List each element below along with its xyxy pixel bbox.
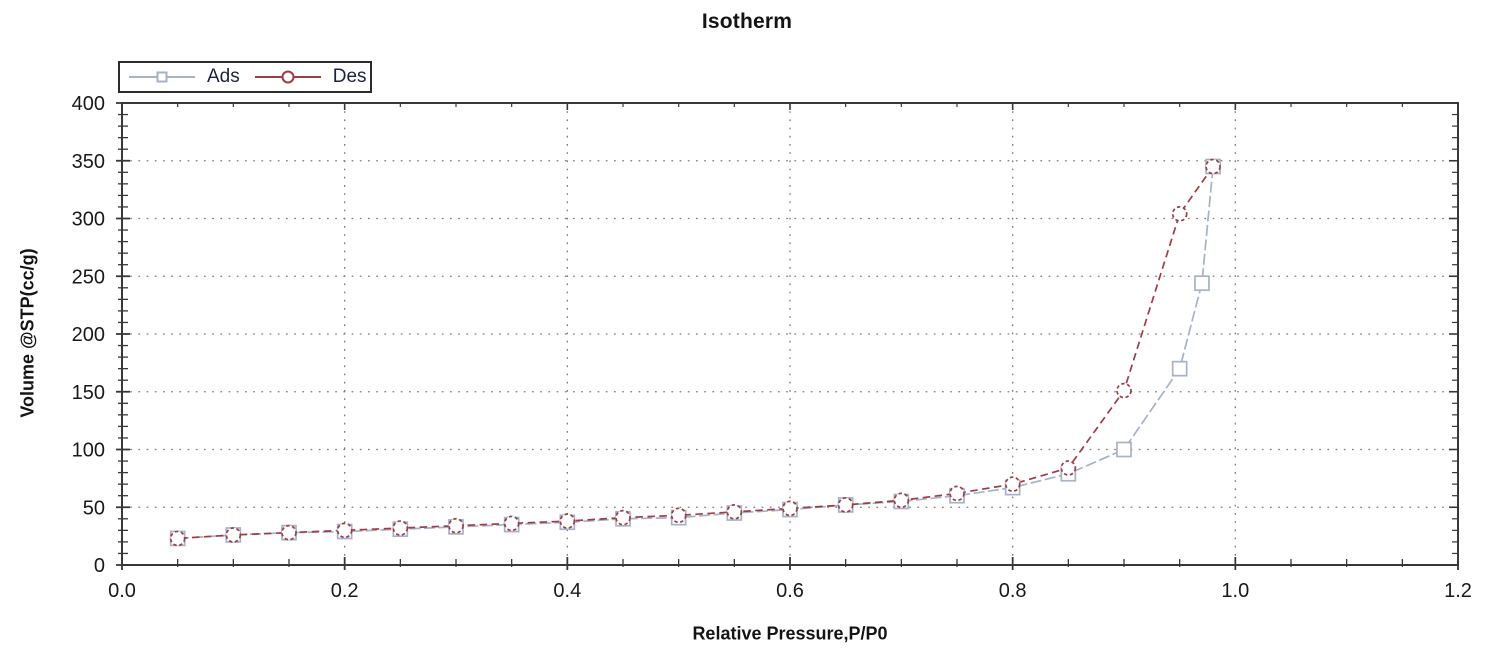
chart-title: Isotherm [701, 10, 793, 33]
ads-data-point-marker [1116, 441, 1132, 458]
des-series-line [177, 166, 1214, 540]
ads-data-point-marker [1194, 275, 1210, 292]
des-data-point-marker [336, 522, 353, 539]
x-tick-label: 0.2 [331, 580, 359, 602]
des-data-point-marker [893, 492, 910, 509]
ads-series-line [177, 166, 1214, 540]
y-tick-label: 350 [72, 151, 105, 173]
x-tick-label: 0.0 [108, 580, 136, 602]
y-tick-label: 250 [72, 266, 105, 288]
legend-label-des: Des [332, 66, 367, 87]
x-tick-label: 1.2 [1444, 580, 1472, 602]
des-data-point-marker [559, 513, 576, 529]
des-data-point-marker [1205, 158, 1221, 175]
y-tick-label: 150 [72, 382, 105, 404]
legend-entry-des: Des [246, 63, 373, 91]
x-tick-label: 0.6 [776, 580, 804, 602]
des-data-point-marker [281, 524, 297, 541]
des-data-point-marker [1171, 206, 1188, 222]
square-marker-icon [156, 71, 168, 83]
des-data-point-marker [726, 504, 743, 520]
y-axis-label: Volume @STP(cc/g) [17, 248, 38, 418]
x-tick-label: 1.0 [1221, 580, 1249, 602]
des-data-point-marker [225, 527, 242, 543]
circle-marker-icon [281, 70, 295, 84]
ads-line-sample [129, 69, 195, 85]
y-tick-label: 300 [72, 209, 105, 231]
des-data-point-marker [615, 509, 631, 526]
des-data-point-marker [949, 485, 965, 502]
x-axis-label: Relative Pressure,P/P0 [692, 623, 888, 644]
y-tick-label: 0 [94, 555, 105, 577]
des-line-sample [254, 69, 321, 85]
legend: Ads Des [118, 61, 372, 93]
des-data-point-marker [448, 517, 464, 534]
des-data-point-marker [782, 500, 798, 517]
y-tick-label: 400 [72, 93, 105, 115]
y-tick-label: 50 [83, 497, 105, 519]
des-data-point-marker [670, 507, 687, 524]
des-data-point-marker [392, 520, 409, 536]
des-data-point-marker [1060, 460, 1077, 476]
des-data-point-marker [503, 515, 520, 532]
legend-entry-ads: Ads [120, 63, 246, 91]
ads-data-point-marker [1171, 360, 1188, 377]
x-tick-label: 0.4 [553, 580, 581, 602]
des-data-point-marker [169, 530, 186, 547]
y-tick-label: 100 [72, 440, 105, 462]
x-tick-label: 0.8 [999, 580, 1027, 602]
des-data-point-marker [1116, 382, 1132, 399]
y-tick-label: 200 [72, 324, 105, 346]
legend-label-ads: Ads [207, 66, 240, 87]
des-data-point-marker [837, 497, 854, 513]
des-data-point-marker [1004, 476, 1021, 492]
